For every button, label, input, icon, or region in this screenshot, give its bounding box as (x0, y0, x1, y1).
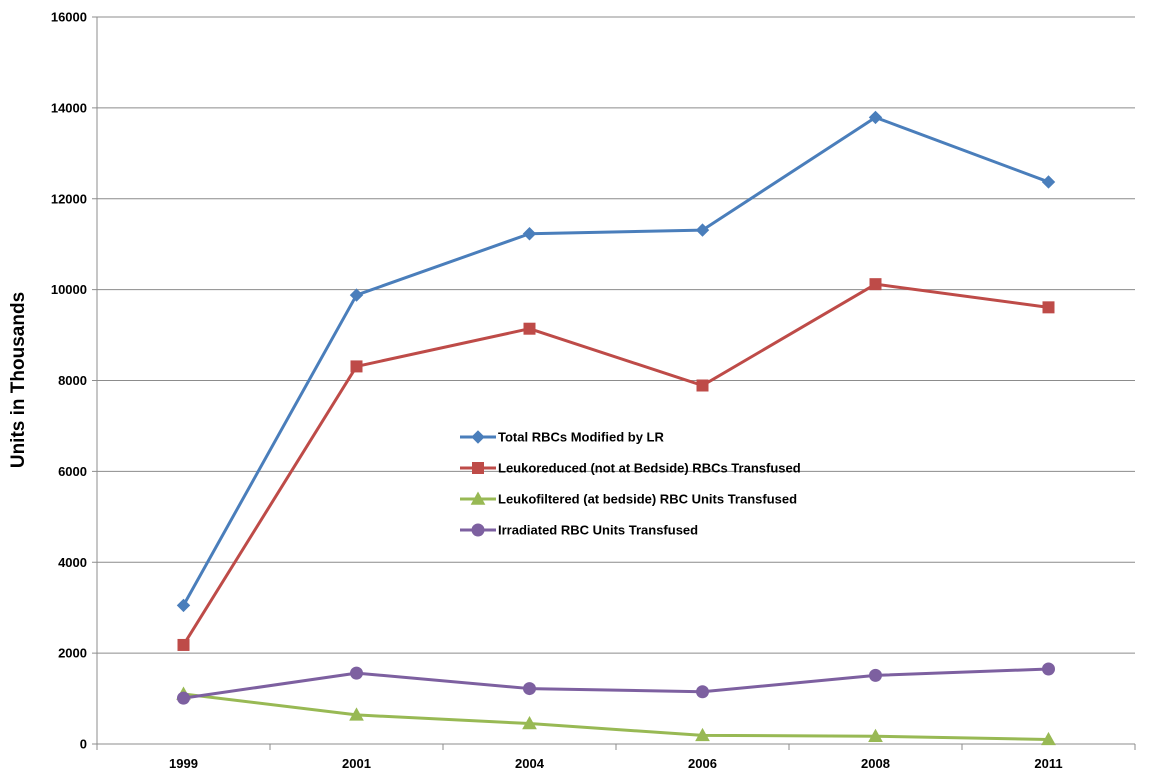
data-point (869, 278, 882, 291)
series-2 (177, 278, 1055, 651)
y-tick-label: 16000 (51, 10, 87, 25)
data-point (696, 685, 709, 699)
y-tick-label: 0 (80, 737, 87, 752)
series-3 (176, 686, 1056, 746)
data-point (868, 110, 883, 125)
y-tick-label: 6000 (58, 464, 87, 479)
y-tick-label: 14000 (51, 100, 87, 115)
series-1 (176, 110, 1056, 613)
data-point (695, 223, 710, 237)
data-point (869, 668, 882, 682)
data-point (523, 322, 536, 335)
series-line (182, 115, 1050, 607)
data-point (176, 598, 191, 613)
x-tick-label: 2001 (342, 756, 371, 771)
data-point (1042, 301, 1055, 314)
x-tick-label: 2004 (515, 756, 545, 771)
legend-item: Total RBCs Modified by LR (460, 430, 664, 445)
data-point (522, 716, 537, 730)
data-point (177, 691, 190, 705)
series-4 (177, 662, 1055, 705)
y-tick-label: 8000 (58, 373, 87, 388)
legend-marker (471, 523, 485, 537)
x-tick-label: 2008 (861, 756, 890, 771)
data-point (349, 707, 364, 721)
y-tick-label: 2000 (58, 646, 87, 661)
legend-marker (471, 430, 485, 444)
x-tick-label: 1999 (169, 756, 198, 771)
y-tick-label: 12000 (51, 191, 87, 206)
data-point (350, 360, 363, 373)
legend-item: Irradiated RBC Units Transfused (460, 523, 698, 538)
series-line (182, 282, 1049, 646)
data-point (695, 727, 710, 742)
legend-item: Leukofiltered (at bedside) RBC Units Tra… (460, 491, 797, 507)
legend-marker (470, 491, 486, 505)
data-point (1042, 662, 1055, 676)
legend-label: Total RBCs Modified by LR (498, 430, 664, 445)
data-point (696, 379, 709, 392)
data-point (868, 728, 883, 742)
axes: 0 2000 4000 6000 8000 10000 12000 14000 16000 199… (51, 10, 1136, 771)
y-tick-label: 4000 (58, 555, 87, 570)
data-point (1041, 175, 1056, 189)
data-point (350, 666, 363, 680)
data-point (177, 638, 190, 651)
legend-marker (472, 462, 484, 474)
y-tick-label: 10000 (51, 282, 87, 297)
series-group (176, 110, 1056, 746)
series-line (183, 692, 1049, 741)
data-point (1041, 731, 1056, 746)
x-tick-label: 2011 (1034, 756, 1062, 771)
x-tick-label: 2006 (688, 756, 717, 771)
series-line (183, 667, 1049, 700)
y-axis-title: Units in Thousands (8, 292, 29, 468)
data-point (522, 227, 537, 241)
data-point (349, 288, 364, 302)
legend-label: Leukofiltered (at bedside) RBC Units Tra… (498, 492, 797, 507)
legend-label: Irradiated RBC Units Transfused (498, 523, 698, 538)
data-point (523, 682, 536, 696)
gridlines (97, 16, 1135, 654)
legend-item: Leukoreduced (not at Bedside) RBCs Trans… (460, 461, 801, 476)
legend: Total RBCs Modified by LR Leukoreduced (n… (460, 430, 801, 538)
legend-label: Leukoreduced (not at Bedside) RBCs Trans… (498, 461, 801, 476)
